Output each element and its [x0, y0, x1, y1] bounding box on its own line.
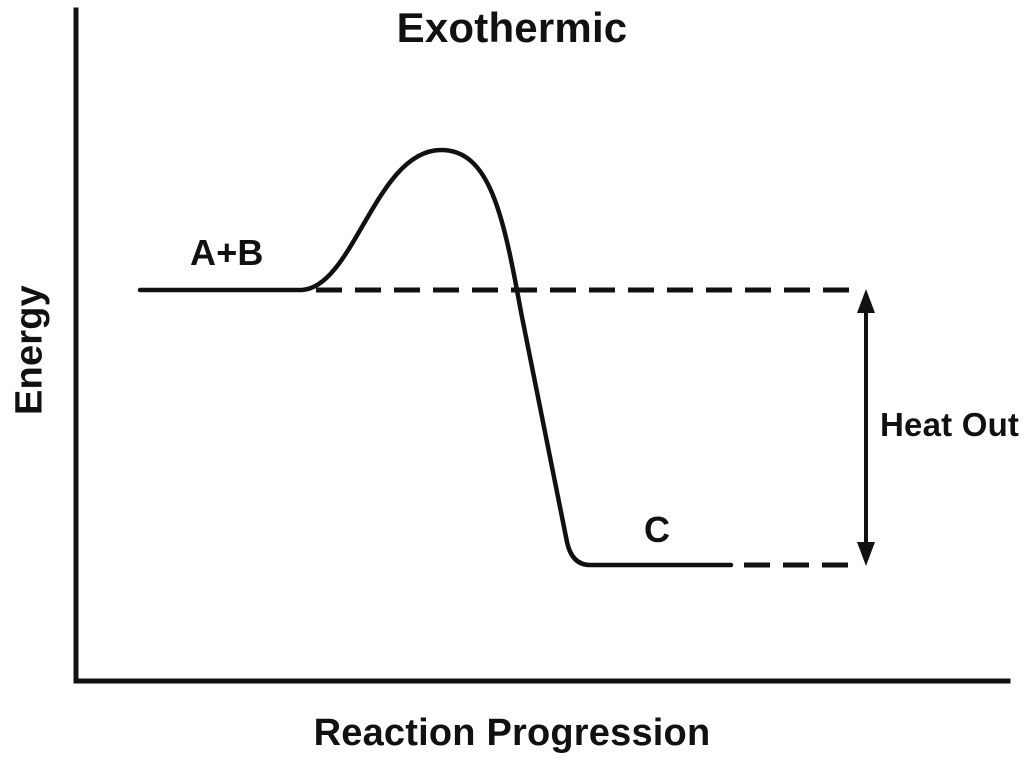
reactants-label: A+B: [190, 232, 264, 273]
heat-out-arrowhead-down-icon: [857, 542, 875, 566]
axes: [73, 7, 1011, 684]
product-label: C: [644, 509, 671, 550]
heat-out-arrowhead-up-icon: [857, 289, 875, 313]
chart-title: Exothermic: [396, 4, 628, 51]
x-axis-label: Reaction Progression: [313, 712, 711, 754]
heat-out-label: Heat Out: [880, 406, 1020, 443]
y-axis-label: Energy: [8, 284, 51, 416]
reaction-curve: [137, 147, 734, 568]
